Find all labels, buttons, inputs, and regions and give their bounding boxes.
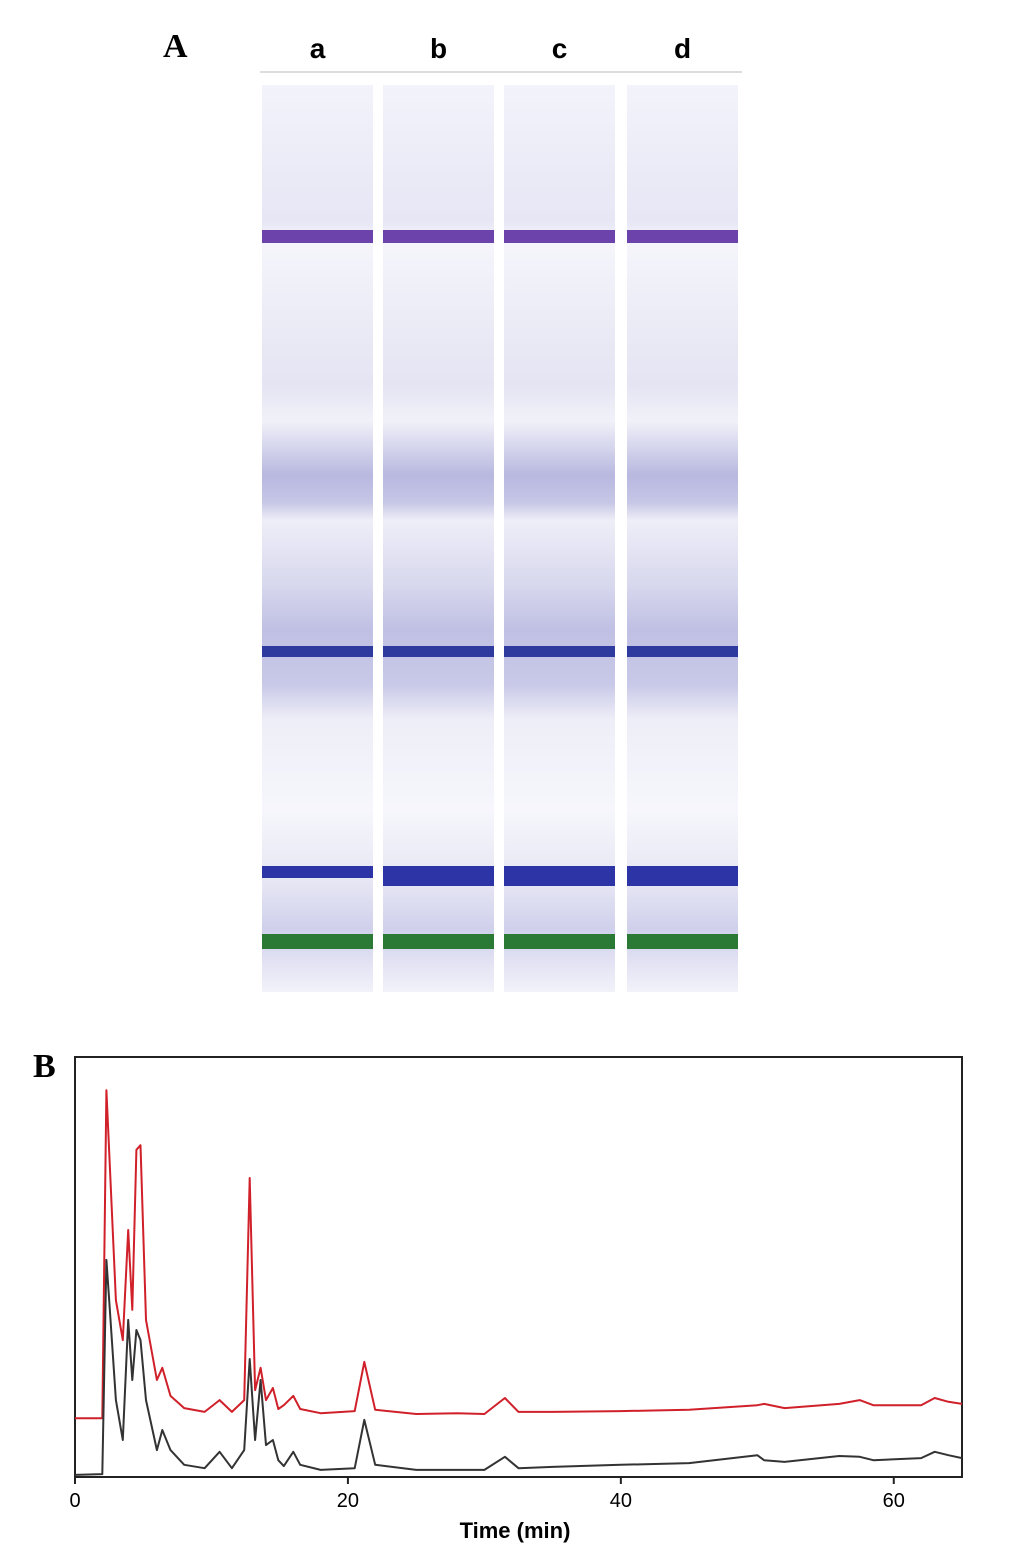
lane-label: b xyxy=(430,33,447,64)
band xyxy=(627,230,738,243)
lane xyxy=(383,85,494,992)
band xyxy=(262,866,373,878)
band xyxy=(627,866,738,886)
gel xyxy=(262,85,738,992)
band xyxy=(627,646,738,657)
x-axis-label: Time (min) xyxy=(460,1518,571,1543)
lane-label: d xyxy=(674,33,691,64)
band xyxy=(504,646,615,657)
trace xyxy=(74,1258,963,1476)
lane-label: a xyxy=(310,33,326,64)
band xyxy=(383,934,494,949)
band xyxy=(262,934,373,949)
band xyxy=(383,866,494,886)
lane xyxy=(504,85,615,992)
lane xyxy=(262,85,373,992)
lane xyxy=(627,85,738,992)
plot-frame xyxy=(74,1056,963,1478)
lane-label: c xyxy=(552,33,568,64)
panel-label: B xyxy=(33,1048,56,1085)
x-tick-label: 60 xyxy=(883,1490,905,1512)
x-tick-label: 40 xyxy=(610,1490,632,1512)
panel-label: A xyxy=(163,28,188,65)
band xyxy=(383,646,494,657)
band xyxy=(504,934,615,949)
band xyxy=(504,866,615,886)
trace xyxy=(75,1089,963,1420)
band xyxy=(504,230,615,243)
band xyxy=(627,934,738,949)
x-tick-label: 20 xyxy=(337,1490,359,1512)
x-tick-label: 0 xyxy=(69,1490,80,1512)
band xyxy=(262,230,373,243)
band xyxy=(383,230,494,243)
band xyxy=(262,646,373,657)
